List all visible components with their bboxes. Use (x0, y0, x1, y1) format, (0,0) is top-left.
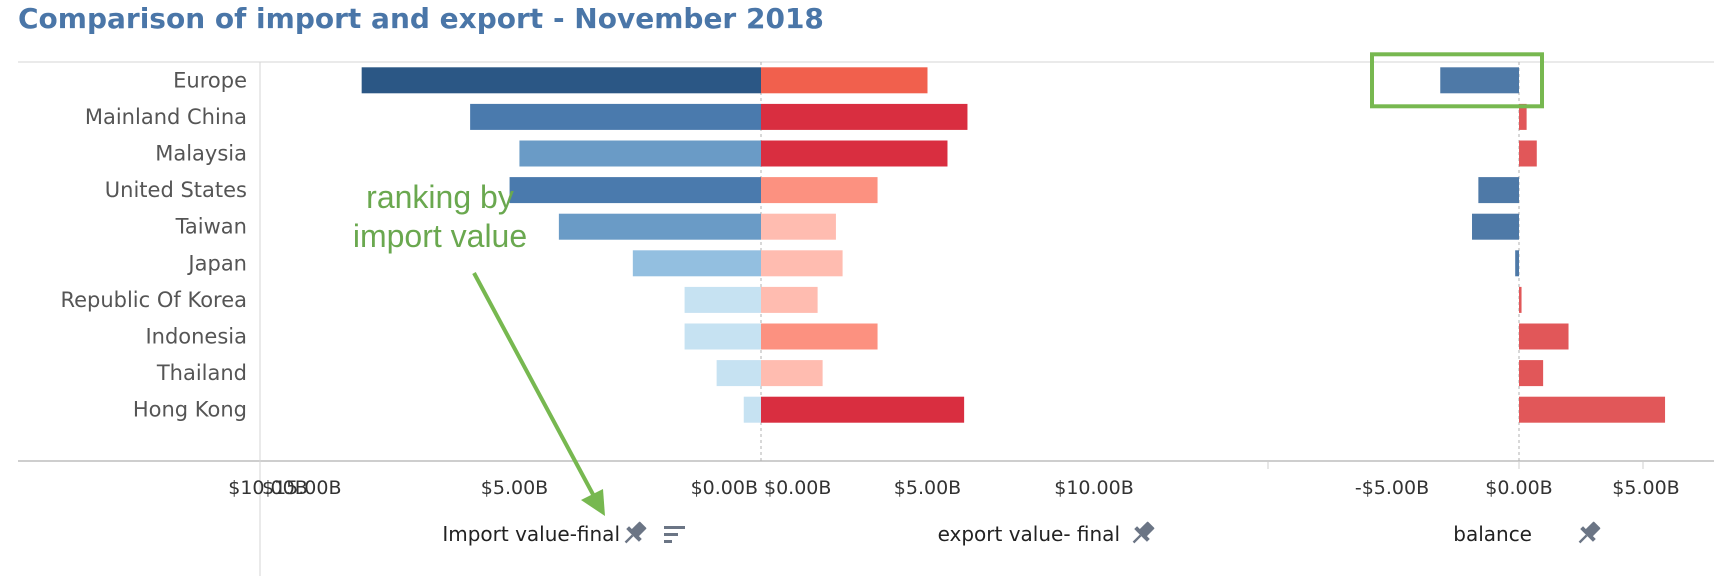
bar-export-value-final-europe[interactable] (761, 67, 928, 94)
category-label-thailand: Thailand (156, 361, 247, 385)
tick-label-export-value-final-0: $0.00B (764, 477, 831, 499)
bar-export-value-final-taiwan[interactable] (761, 213, 836, 240)
bar-import-value-final-republic-of-korea[interactable] (684, 286, 761, 313)
annotation-arrowhead (581, 489, 605, 516)
tick-label-balance-2: $5.00B (1612, 477, 1679, 499)
bar-import-value-final-hong-kong[interactable] (743, 396, 761, 423)
highlight-box (1370, 52, 1544, 109)
category-label-united-states: United States (105, 178, 247, 202)
pin-icon[interactable] (1127, 518, 1157, 548)
annotation-line1: ranking by (366, 179, 514, 215)
sort-icon[interactable] (664, 526, 685, 543)
tick-label-import-value-final-1: $10.00B (228, 477, 308, 499)
annotation-arrow-shaft (472, 272, 598, 501)
category-label-europe: Europe (173, 68, 247, 92)
tick-label-import-value-final-2: $5.00B (481, 477, 548, 499)
category-label-republic-of-korea: Republic Of Korea (60, 288, 247, 312)
tick-label-export-value-final-2: $10.00B (1054, 477, 1134, 499)
bar-balance-taiwan[interactable] (1472, 213, 1519, 240)
pin-icon[interactable] (1573, 518, 1603, 548)
bar-balance-mainland-china[interactable] (1519, 103, 1527, 130)
bar-export-value-final-mainland-china[interactable] (761, 103, 968, 130)
bar-import-value-final-united-states[interactable] (509, 177, 761, 204)
bar-import-value-final-thailand[interactable] (716, 360, 761, 387)
bar-balance-hong-kong[interactable] (1519, 396, 1666, 423)
bars[interactable] (361, 52, 1666, 423)
tick-label-balance-1: $0.00B (1485, 477, 1552, 499)
category-label-malaysia: Malaysia (155, 142, 247, 166)
category-label-mainland-china: Mainland China (85, 105, 247, 129)
tick-label-balance-0: -$5.00B (1355, 477, 1429, 499)
bar-balance-thailand[interactable] (1519, 360, 1544, 387)
tick-label-import-value-final-0: $15.00B (262, 477, 342, 499)
tick-label-import-value-final-3: $0.00B (691, 477, 758, 499)
category-label-hong-kong: Hong Kong (133, 398, 247, 422)
bar-import-value-final-indonesia[interactable] (684, 323, 761, 350)
bar-import-value-final-taiwan[interactable] (558, 213, 761, 240)
bar-balance-europe[interactable] (1440, 67, 1519, 94)
bar-export-value-final-indonesia[interactable] (761, 323, 878, 350)
bar-export-value-final-malaysia[interactable] (761, 140, 948, 167)
bar-balance-indonesia[interactable] (1519, 323, 1569, 350)
panel-header-import-value-final[interactable]: Import value-final (442, 522, 620, 546)
bar-import-value-final-japan[interactable] (632, 250, 761, 277)
panel-headers[interactable]: Import value-final export value- final bal… (442, 518, 1603, 548)
bar-export-value-final-japan[interactable] (761, 250, 843, 277)
bar-export-value-final-hong-kong[interactable] (761, 396, 965, 423)
bar-import-value-final-malaysia[interactable] (519, 140, 761, 167)
chart-title: Comparison of import and export - Novemb… (18, 2, 824, 35)
category-labels: Europe Mainland China Malaysia United State… (60, 68, 247, 421)
annotation-line2: import value (353, 218, 527, 254)
bar-balance-republic-of-korea[interactable] (1519, 286, 1522, 313)
category-label-taiwan: Taiwan (175, 215, 247, 239)
bar-export-value-final-united-states[interactable] (761, 177, 878, 204)
pin-icon[interactable] (619, 518, 649, 548)
bar-import-value-final-mainland-china[interactable] (470, 103, 761, 130)
category-label-indonesia: Indonesia (145, 325, 247, 349)
bar-balance-united-states[interactable] (1478, 177, 1519, 204)
axis-ticks: $15.00B$10.00B $5.00B $0.00B $0.00B $5.00B $1… (228, 477, 1679, 499)
bar-export-value-final-thailand[interactable] (761, 360, 823, 387)
bar-export-value-final-republic-of-korea[interactable] (761, 286, 818, 313)
tick-label-export-value-final-1: $5.00B (894, 477, 961, 499)
bar-import-value-final-europe[interactable] (361, 67, 761, 94)
panel-header-balance[interactable]: balance (1453, 522, 1532, 546)
bar-balance-malaysia[interactable] (1519, 140, 1537, 167)
panel-header-export-value-final[interactable]: export value- final (938, 522, 1120, 546)
bar-balance-japan[interactable] (1515, 250, 1519, 277)
category-label-japan: Japan (186, 251, 247, 275)
